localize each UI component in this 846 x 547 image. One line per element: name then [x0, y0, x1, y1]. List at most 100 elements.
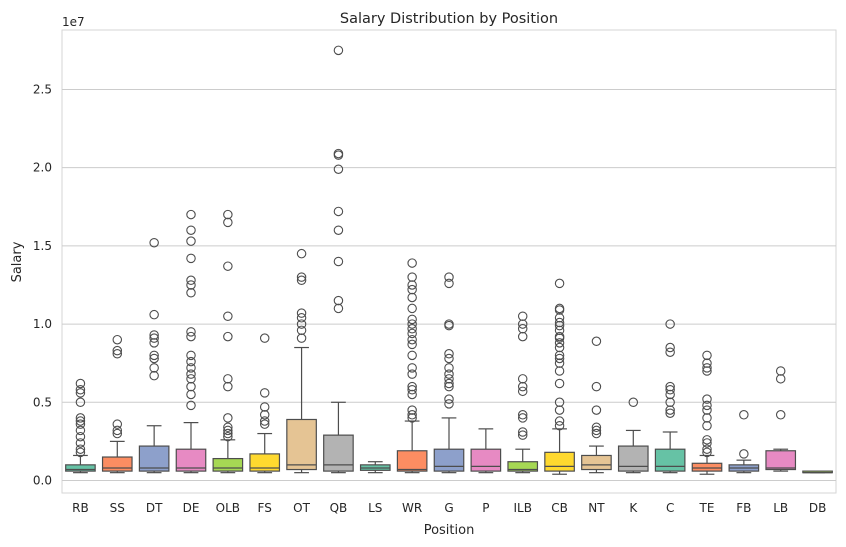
y-tick-label: 0.5	[33, 395, 52, 409]
outlier-point	[75, 431, 86, 442]
outlier-point	[591, 425, 602, 436]
x-axis-label: Position	[424, 523, 475, 538]
x-tick-label: DE	[183, 501, 200, 515]
outlier-point	[186, 389, 196, 400]
outlier-point	[591, 422, 602, 433]
outlier-point	[591, 428, 602, 439]
iqr-box	[249, 453, 281, 472]
y-tick-label: 0.0	[33, 473, 52, 487]
outlier-point	[444, 381, 454, 392]
outlier-point	[186, 225, 196, 235]
outlier-point	[554, 342, 565, 353]
outlier-point	[186, 280, 196, 290]
outlier-point	[186, 331, 196, 342]
outlier-point	[296, 325, 307, 336]
outlier-point	[517, 410, 528, 420]
outlier-point	[259, 388, 270, 398]
outlier-point	[75, 444, 86, 454]
outlier-point	[75, 416, 86, 426]
outlier-point	[407, 350, 417, 361]
box-qb	[323, 45, 354, 474]
outlier-point	[186, 400, 196, 411]
outlier-point	[444, 272, 454, 282]
outlier-point	[333, 225, 344, 235]
outlier-point	[702, 444, 712, 454]
outlier-point	[223, 431, 233, 442]
outlier-point	[112, 334, 123, 345]
outlier-point	[75, 438, 86, 448]
outlier-point	[223, 209, 233, 220]
box-ilb	[507, 311, 539, 474]
outlier-point	[149, 338, 159, 348]
outlier-point	[149, 350, 159, 361]
x-tick-label: NT	[588, 501, 605, 515]
outlier-point	[75, 419, 86, 429]
box-ls	[359, 461, 391, 474]
outlier-point	[149, 237, 159, 248]
iqr-box	[470, 448, 502, 472]
box-olb	[212, 209, 244, 474]
outlier-point	[739, 449, 749, 459]
iqr-box	[323, 434, 354, 472]
outlier-point	[554, 416, 565, 426]
outlier-point	[407, 324, 417, 334]
outlier-point	[223, 374, 233, 384]
outlier-point	[186, 363, 196, 373]
outlier-point	[186, 374, 196, 384]
outlier-point	[554, 278, 565, 289]
outlier-point	[149, 353, 159, 364]
outlier-point	[554, 333, 565, 343]
outlier-point	[296, 308, 307, 318]
outlier-point	[223, 422, 233, 433]
box-c	[654, 319, 686, 474]
outlier-point	[702, 413, 712, 423]
outlier-point	[444, 278, 454, 289]
outlier-point	[186, 209, 196, 220]
outlier-point	[186, 253, 196, 264]
box-g	[433, 272, 465, 474]
outlier-point	[702, 366, 712, 376]
outlier-point	[517, 319, 528, 329]
x-tick-label: TE	[699, 501, 715, 515]
outlier-point	[407, 272, 417, 282]
outlier-point	[333, 303, 344, 314]
outlier-point	[554, 366, 565, 376]
x-tick-label: CB	[551, 501, 568, 515]
x-axis-ticks: RB SS DT DE OLB FS OT QB LS WR G P ILB CB NT K C TE FB LB DB	[72, 501, 826, 515]
x-tick-label: OT	[293, 501, 310, 515]
iqr-box	[101, 456, 133, 472]
y-axis-ticks: 0.0 0.5 1.0 1.5 2.0 2.5	[33, 82, 52, 487]
iqr-box	[286, 418, 317, 471]
outlier-point	[517, 386, 528, 397]
box-p	[470, 428, 502, 474]
outlier-point	[554, 353, 565, 364]
outlier-point	[517, 427, 528, 437]
outlier-point	[296, 275, 307, 286]
outlier-point	[665, 319, 675, 329]
y-axis-label: Salary	[10, 241, 25, 282]
outlier-point	[665, 342, 675, 353]
x-tick-label: SS	[110, 501, 125, 515]
box-k	[617, 397, 649, 474]
outlier-point	[702, 400, 712, 411]
x-tick-label: LS	[368, 501, 382, 515]
outlier-point	[259, 410, 270, 420]
outlier-point	[444, 353, 454, 364]
outlier-point	[665, 385, 675, 395]
outlier-point	[554, 338, 565, 348]
outlier-point	[186, 369, 196, 379]
outlier-point	[186, 381, 196, 392]
outlier-point	[775, 410, 786, 420]
outlier-point	[407, 334, 417, 345]
x-tick-label: C	[666, 501, 674, 515]
outlier-point	[591, 336, 602, 347]
outlier-point	[407, 405, 417, 415]
outlier-point	[223, 425, 233, 436]
outlier-point	[407, 258, 417, 268]
outlier-point	[75, 447, 86, 458]
outlier-point	[444, 369, 454, 379]
outlier-point	[75, 397, 86, 408]
outlier-point	[407, 381, 417, 392]
outlier-point	[554, 397, 565, 408]
box-series	[65, 45, 833, 475]
